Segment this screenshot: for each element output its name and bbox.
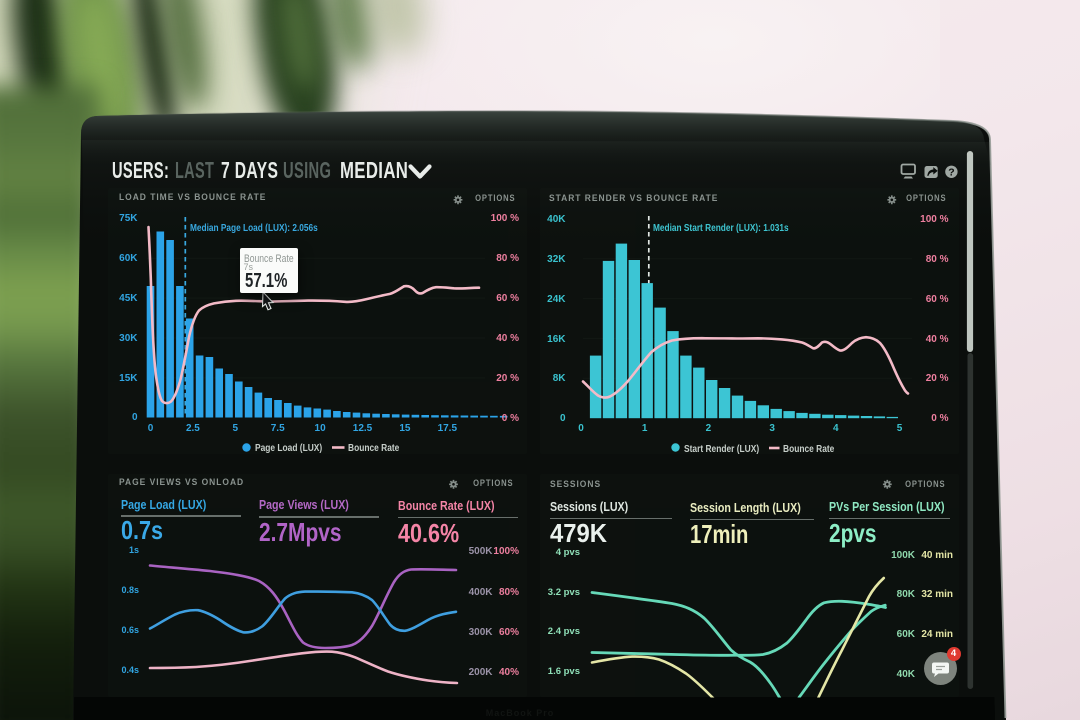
svg-text:MacBook Pro: MacBook Pro xyxy=(486,708,555,718)
svg-text:?: ? xyxy=(948,167,954,179)
